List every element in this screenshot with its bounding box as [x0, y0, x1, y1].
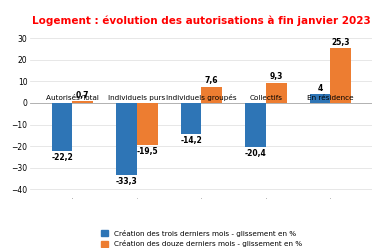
Text: 0,7: 0,7 — [76, 91, 89, 100]
Text: -33,3: -33,3 — [116, 177, 138, 186]
Text: Individuels purs: Individuels purs — [108, 95, 166, 101]
Bar — [181, 103, 201, 134]
Bar — [266, 83, 287, 103]
Legend: Création des trois derniers mois - glissement en %, Création des douze derniers : Création des trois derniers mois - gliss… — [100, 228, 303, 248]
Text: -20,4: -20,4 — [245, 149, 266, 158]
Bar — [72, 101, 93, 103]
Bar — [201, 87, 222, 103]
Text: -14,2: -14,2 — [180, 136, 202, 145]
Text: -19,5: -19,5 — [136, 147, 158, 156]
Text: 25,3: 25,3 — [331, 38, 350, 47]
Text: -22,2: -22,2 — [51, 153, 73, 162]
Text: Collectifs: Collectifs — [249, 95, 282, 101]
Bar — [310, 94, 331, 103]
Text: 9,3: 9,3 — [269, 72, 283, 81]
Bar — [116, 103, 137, 175]
Bar — [137, 103, 158, 145]
Text: 4: 4 — [318, 84, 323, 93]
Title: Logement : évolution des autorisations à fin janvier 2023: Logement : évolution des autorisations à… — [32, 16, 371, 26]
Bar — [331, 49, 351, 103]
Text: 7,6: 7,6 — [205, 76, 218, 85]
Bar — [245, 103, 266, 147]
Text: En résidence: En résidence — [307, 95, 354, 101]
Bar — [52, 103, 72, 151]
Text: Individuels groupés: Individuels groupés — [166, 94, 237, 101]
Text: Autorisés Total: Autorisés Total — [46, 95, 99, 101]
